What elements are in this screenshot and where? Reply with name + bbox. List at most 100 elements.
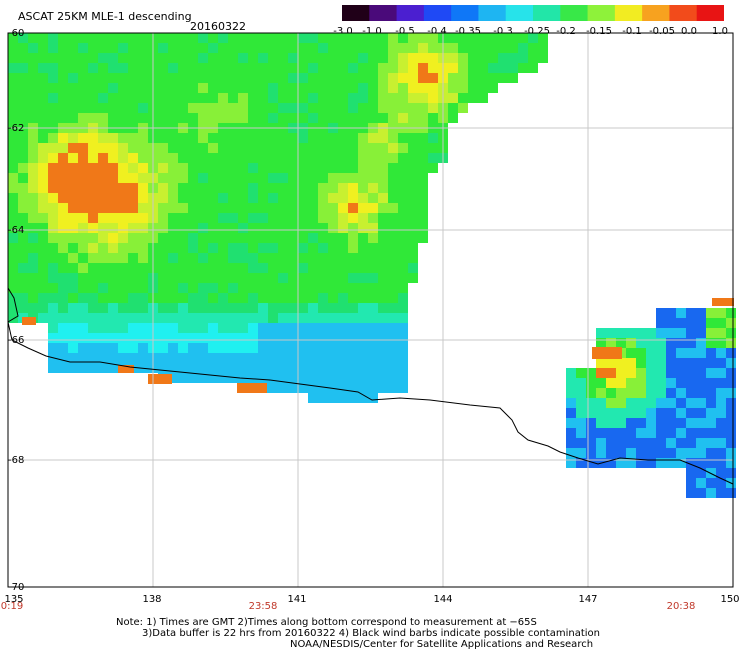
data-cell — [626, 428, 636, 438]
data-cell — [478, 43, 488, 53]
data-cell — [726, 368, 736, 378]
data-cell — [238, 283, 248, 293]
data-cell — [8, 93, 18, 103]
data-cell — [138, 183, 148, 193]
data-cell — [338, 203, 348, 213]
data-cell — [258, 313, 268, 323]
data-cell — [298, 103, 308, 113]
data-cell — [288, 223, 298, 233]
data-cell — [636, 438, 646, 448]
data-cell — [616, 368, 626, 378]
data-cell — [248, 363, 258, 373]
data-cell — [378, 363, 388, 373]
data-cell — [78, 303, 88, 313]
data-cell — [398, 363, 408, 373]
data-cell — [338, 263, 348, 273]
data-cell — [88, 313, 98, 323]
data-cell — [58, 253, 68, 263]
data-cell — [328, 293, 338, 303]
data-cell — [178, 113, 188, 123]
data-cell — [398, 203, 408, 213]
data-cell — [378, 103, 388, 113]
data-cell — [308, 203, 318, 213]
data-cell — [78, 183, 88, 193]
data-cell — [228, 113, 238, 123]
data-cell — [78, 273, 88, 283]
data-cell — [178, 363, 188, 373]
data-cell — [348, 143, 358, 153]
data-cell — [238, 93, 248, 103]
data-cell — [418, 63, 428, 73]
data-cell — [108, 83, 118, 93]
data-cell — [398, 33, 408, 43]
data-cell — [258, 263, 268, 273]
data-cell — [48, 283, 58, 293]
data-cell — [626, 458, 636, 468]
data-cell — [258, 293, 268, 303]
data-cell — [258, 163, 268, 173]
colorbar-label: 1.0 — [712, 26, 728, 37]
data-cell — [348, 313, 358, 323]
data-cell — [158, 213, 168, 223]
data-cell — [158, 153, 168, 163]
data-cell — [268, 343, 278, 353]
data-cell — [298, 143, 308, 153]
data-cell — [38, 253, 48, 263]
data-cell — [78, 53, 88, 63]
data-cell — [428, 53, 438, 63]
data-cell — [308, 163, 318, 173]
time-label: 0:19 — [0, 601, 24, 612]
data-cell — [576, 418, 586, 428]
data-cell — [348, 153, 358, 163]
data-cell — [418, 43, 428, 53]
data-cell — [686, 378, 696, 388]
data-cell — [218, 253, 228, 263]
colorbar-label: -0.5 — [395, 26, 415, 37]
data-cell — [178, 353, 188, 363]
data-cell — [258, 113, 268, 123]
data-cell — [338, 273, 348, 283]
data-cell — [158, 193, 168, 203]
data-cell — [606, 338, 616, 348]
data-cell — [368, 323, 378, 333]
data-cell — [8, 203, 18, 213]
data-cell — [706, 308, 716, 318]
data-cell — [666, 458, 676, 468]
data-cell — [706, 408, 716, 418]
data-cell — [98, 33, 108, 43]
data-cell — [178, 193, 188, 203]
data-cell — [218, 283, 228, 293]
data-cell — [328, 373, 338, 383]
data-cell — [338, 73, 348, 83]
data-cell — [706, 488, 716, 498]
data-cell — [88, 303, 98, 313]
data-cell — [676, 368, 686, 378]
data-cell — [378, 173, 388, 183]
data-cell — [378, 43, 388, 53]
data-cell — [178, 263, 188, 273]
data-cell — [278, 183, 288, 193]
data-cell — [508, 33, 518, 43]
data-cell — [308, 53, 318, 63]
data-cell — [128, 73, 138, 83]
data-cell — [712, 298, 734, 306]
data-cell — [388, 313, 398, 323]
data-cell — [428, 73, 438, 83]
data-cell — [88, 233, 98, 243]
data-cell — [68, 313, 78, 323]
data-cell — [408, 203, 418, 213]
data-cell — [358, 143, 368, 153]
longitude-label: 135 — [4, 594, 24, 605]
data-cell — [208, 183, 218, 193]
data-cell — [38, 163, 48, 173]
data-cell — [368, 303, 378, 313]
data-cell — [248, 113, 258, 123]
data-cell — [268, 323, 278, 333]
data-cell — [616, 428, 626, 438]
data-cell — [168, 163, 178, 173]
data-cell — [268, 143, 278, 153]
data-cell — [218, 153, 228, 163]
data-cell — [168, 243, 178, 253]
data-cell — [58, 43, 68, 53]
